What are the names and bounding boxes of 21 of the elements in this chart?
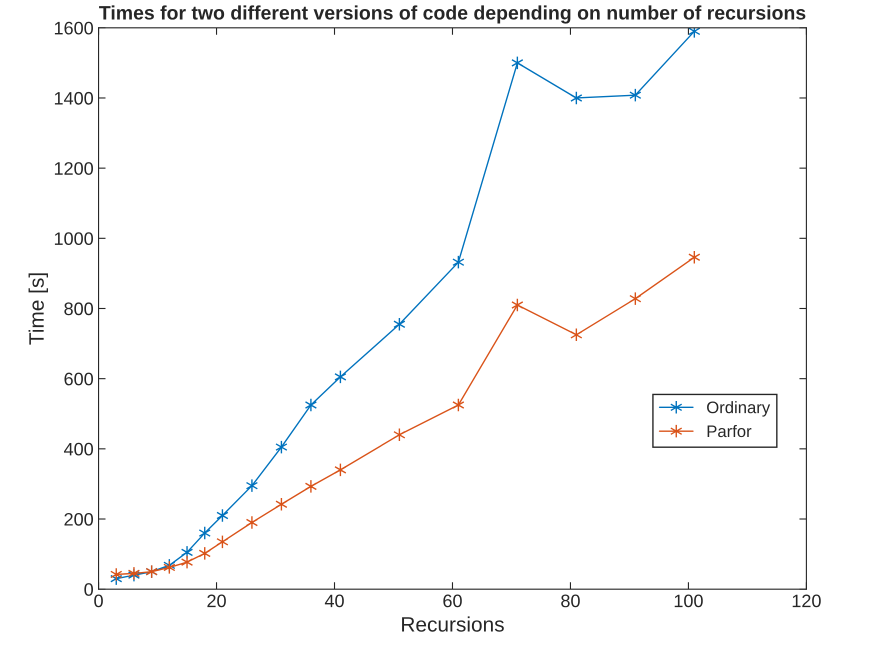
legend-label: Ordinary — [707, 401, 770, 417]
y-tick-label: 1000 — [54, 232, 93, 246]
y-axis-title: Time [s] — [28, 273, 48, 345]
y-tick-label: 200 — [64, 512, 93, 526]
y-tick-label: 1400 — [54, 92, 93, 105]
y-tick-label: 1600 — [54, 22, 93, 35]
x-tick-label: 0 — [94, 594, 103, 608]
x-tick-label: 20 — [207, 594, 226, 608]
x-tick-label: 100 — [674, 594, 703, 608]
y-tick-label: 1200 — [54, 162, 93, 175]
legend-label: Parfor — [708, 424, 752, 438]
x-axis-title: Recursions — [402, 616, 504, 632]
x-tick-label: 60 — [443, 594, 462, 608]
x-tick-label: 80 — [561, 594, 580, 608]
x-tick-label: 120 — [792, 594, 821, 608]
y-tick-label: 800 — [64, 302, 93, 316]
x-tick-label: 40 — [324, 594, 344, 608]
y-tick-label: 600 — [64, 372, 93, 386]
y-tick-label: 0 — [84, 583, 93, 596]
y-tick-label: 400 — [64, 442, 93, 456]
chart-title: Times for two different versions of code depending on number of recursions — [99, 5, 806, 24]
